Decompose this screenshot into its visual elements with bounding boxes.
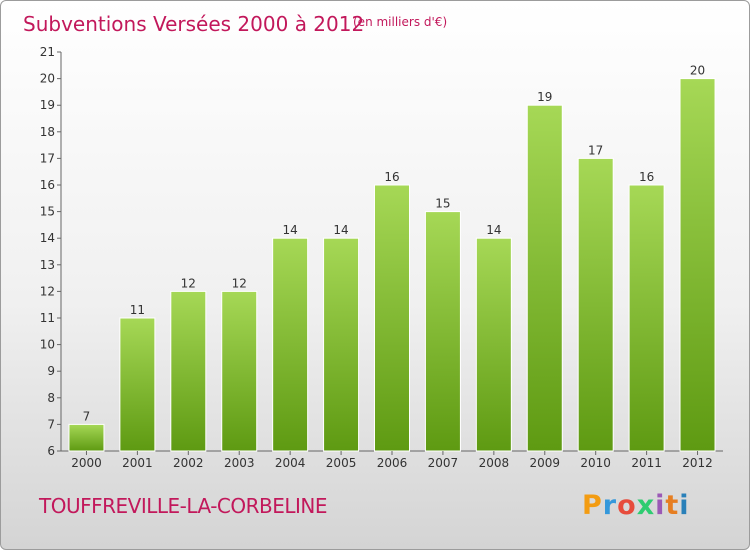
bar-value-label: 7 (83, 409, 91, 423)
y-tick-label: 19 (40, 98, 55, 112)
bar-2007 (424, 211, 461, 452)
bar-value-label: 14 (283, 223, 298, 237)
y-tick-label: 21 (40, 45, 55, 59)
y-tick-label: 18 (40, 125, 55, 139)
y-tick-label: 11 (40, 311, 55, 325)
x-tick-label: 2005 (326, 456, 357, 470)
y-tick-label: 17 (40, 151, 55, 165)
x-tick-label: 2003 (224, 456, 255, 470)
y-tick-label: 14 (40, 231, 55, 245)
bar-value-label: 20 (690, 64, 705, 78)
bar-2009 (526, 104, 563, 452)
bar-value-label: 14 (333, 223, 348, 237)
logo-letter: r (602, 490, 618, 521)
logo-letter: x (636, 490, 656, 521)
bar-2006 (374, 184, 410, 452)
bar-2010 (577, 157, 614, 452)
bar-2001 (119, 317, 156, 452)
bar-2003 (221, 290, 258, 452)
logo-letter: i (679, 490, 690, 521)
y-axis-ticks: 6 7 8 9 10 11 12 13 14 15 16 17 18 19 20 21 (40, 45, 61, 458)
bars-group: 7 11 12 12 14 14 16 15 14 19 17 16 20 (68, 64, 716, 452)
x-tick-label: 2004 (275, 456, 306, 470)
chart-title: Subventions Versées 2000 à 2012 (23, 12, 364, 36)
bar-2000 (68, 423, 105, 452)
x-tick-label: 2008 (479, 456, 510, 470)
x-tick-label: 2009 (529, 456, 560, 470)
bar-2012 (679, 78, 716, 452)
bar-2008 (475, 237, 512, 452)
y-tick-label: 8 (47, 391, 55, 405)
y-tick-label: 6 (47, 444, 55, 458)
y-tick-label: 10 (40, 338, 55, 352)
chart-subtitle: (en milliers d'€) (353, 15, 447, 29)
y-tick-label: 12 (40, 284, 55, 298)
bar-value-label: 17 (588, 143, 603, 157)
x-tick-label: 2002 (173, 456, 204, 470)
bar-value-label: 16 (639, 170, 654, 184)
bar-2005 (323, 237, 360, 452)
bar-value-label: 14 (486, 223, 501, 237)
x-axis-ticks: 2000 2001 2002 2003 2004 2005 2006 2007 2008 2009… (71, 451, 713, 470)
logo-letter: i (655, 490, 666, 521)
bar-value-label: 15 (435, 197, 450, 211)
proxiti-logo[interactable]: Proxiti (582, 490, 690, 521)
logo-letter: P (582, 490, 603, 521)
bar-value-label: 12 (181, 276, 196, 290)
bar-2011 (628, 184, 665, 452)
y-tick-label: 13 (40, 258, 55, 272)
bar-2002 (170, 290, 207, 452)
x-tick-label: 2010 (580, 456, 611, 470)
x-tick-label: 2001 (122, 456, 153, 470)
bar-value-label: 11 (130, 303, 145, 317)
bar-value-label: 12 (232, 276, 247, 290)
bar-value-label: 19 (537, 90, 552, 104)
y-tick-label: 7 (47, 417, 55, 431)
y-tick-label: 9 (47, 364, 55, 378)
bar-value-label: 16 (384, 170, 399, 184)
y-tick-label: 16 (40, 178, 55, 192)
y-tick-label: 20 (40, 72, 55, 86)
x-tick-label: 2000 (71, 456, 102, 470)
commune-name: TOUFFREVILLE-LA-CORBELINE (39, 494, 328, 518)
bar-2004 (272, 237, 309, 452)
x-tick-label: 2007 (428, 456, 459, 470)
logo-letter: o (617, 490, 637, 521)
x-tick-label: 2006 (377, 456, 408, 470)
logo-letter: t (665, 490, 680, 521)
x-tick-label: 2011 (631, 456, 662, 470)
y-tick-label: 15 (40, 205, 55, 219)
x-tick-label: 2012 (682, 456, 713, 470)
